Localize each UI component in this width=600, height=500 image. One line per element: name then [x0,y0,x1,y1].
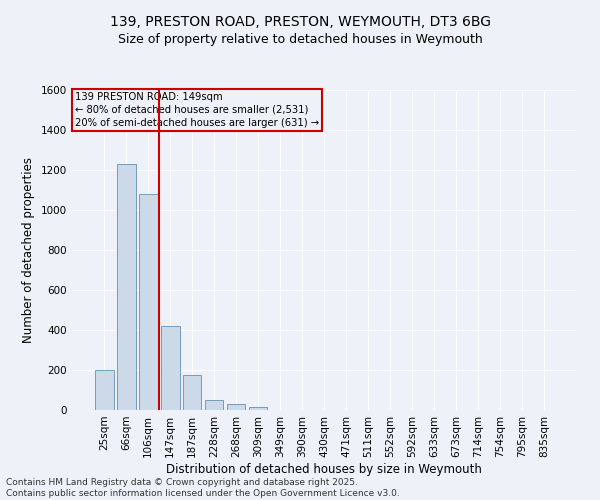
Text: Size of property relative to detached houses in Weymouth: Size of property relative to detached ho… [118,32,482,46]
Bar [227,404,245,410]
Bar [205,400,223,410]
Text: 139, PRESTON ROAD, PRESTON, WEYMOUTH, DT3 6BG: 139, PRESTON ROAD, PRESTON, WEYMOUTH, DT… [110,15,491,29]
Text: 139 PRESTON ROAD: 149sqm
← 80% of detached houses are smaller (2,531)
20% of sem: 139 PRESTON ROAD: 149sqm ← 80% of detach… [74,92,319,128]
Text: Contains HM Land Registry data © Crown copyright and database right 2025.
Contai: Contains HM Land Registry data © Crown c… [6,478,400,498]
Y-axis label: Number of detached properties: Number of detached properties [22,157,35,343]
Bar [139,194,158,410]
Bar [183,375,202,410]
Bar [117,164,136,410]
Bar [161,326,179,410]
X-axis label: Distribution of detached houses by size in Weymouth: Distribution of detached houses by size … [166,462,482,475]
Bar [95,370,113,410]
Bar [249,407,268,410]
